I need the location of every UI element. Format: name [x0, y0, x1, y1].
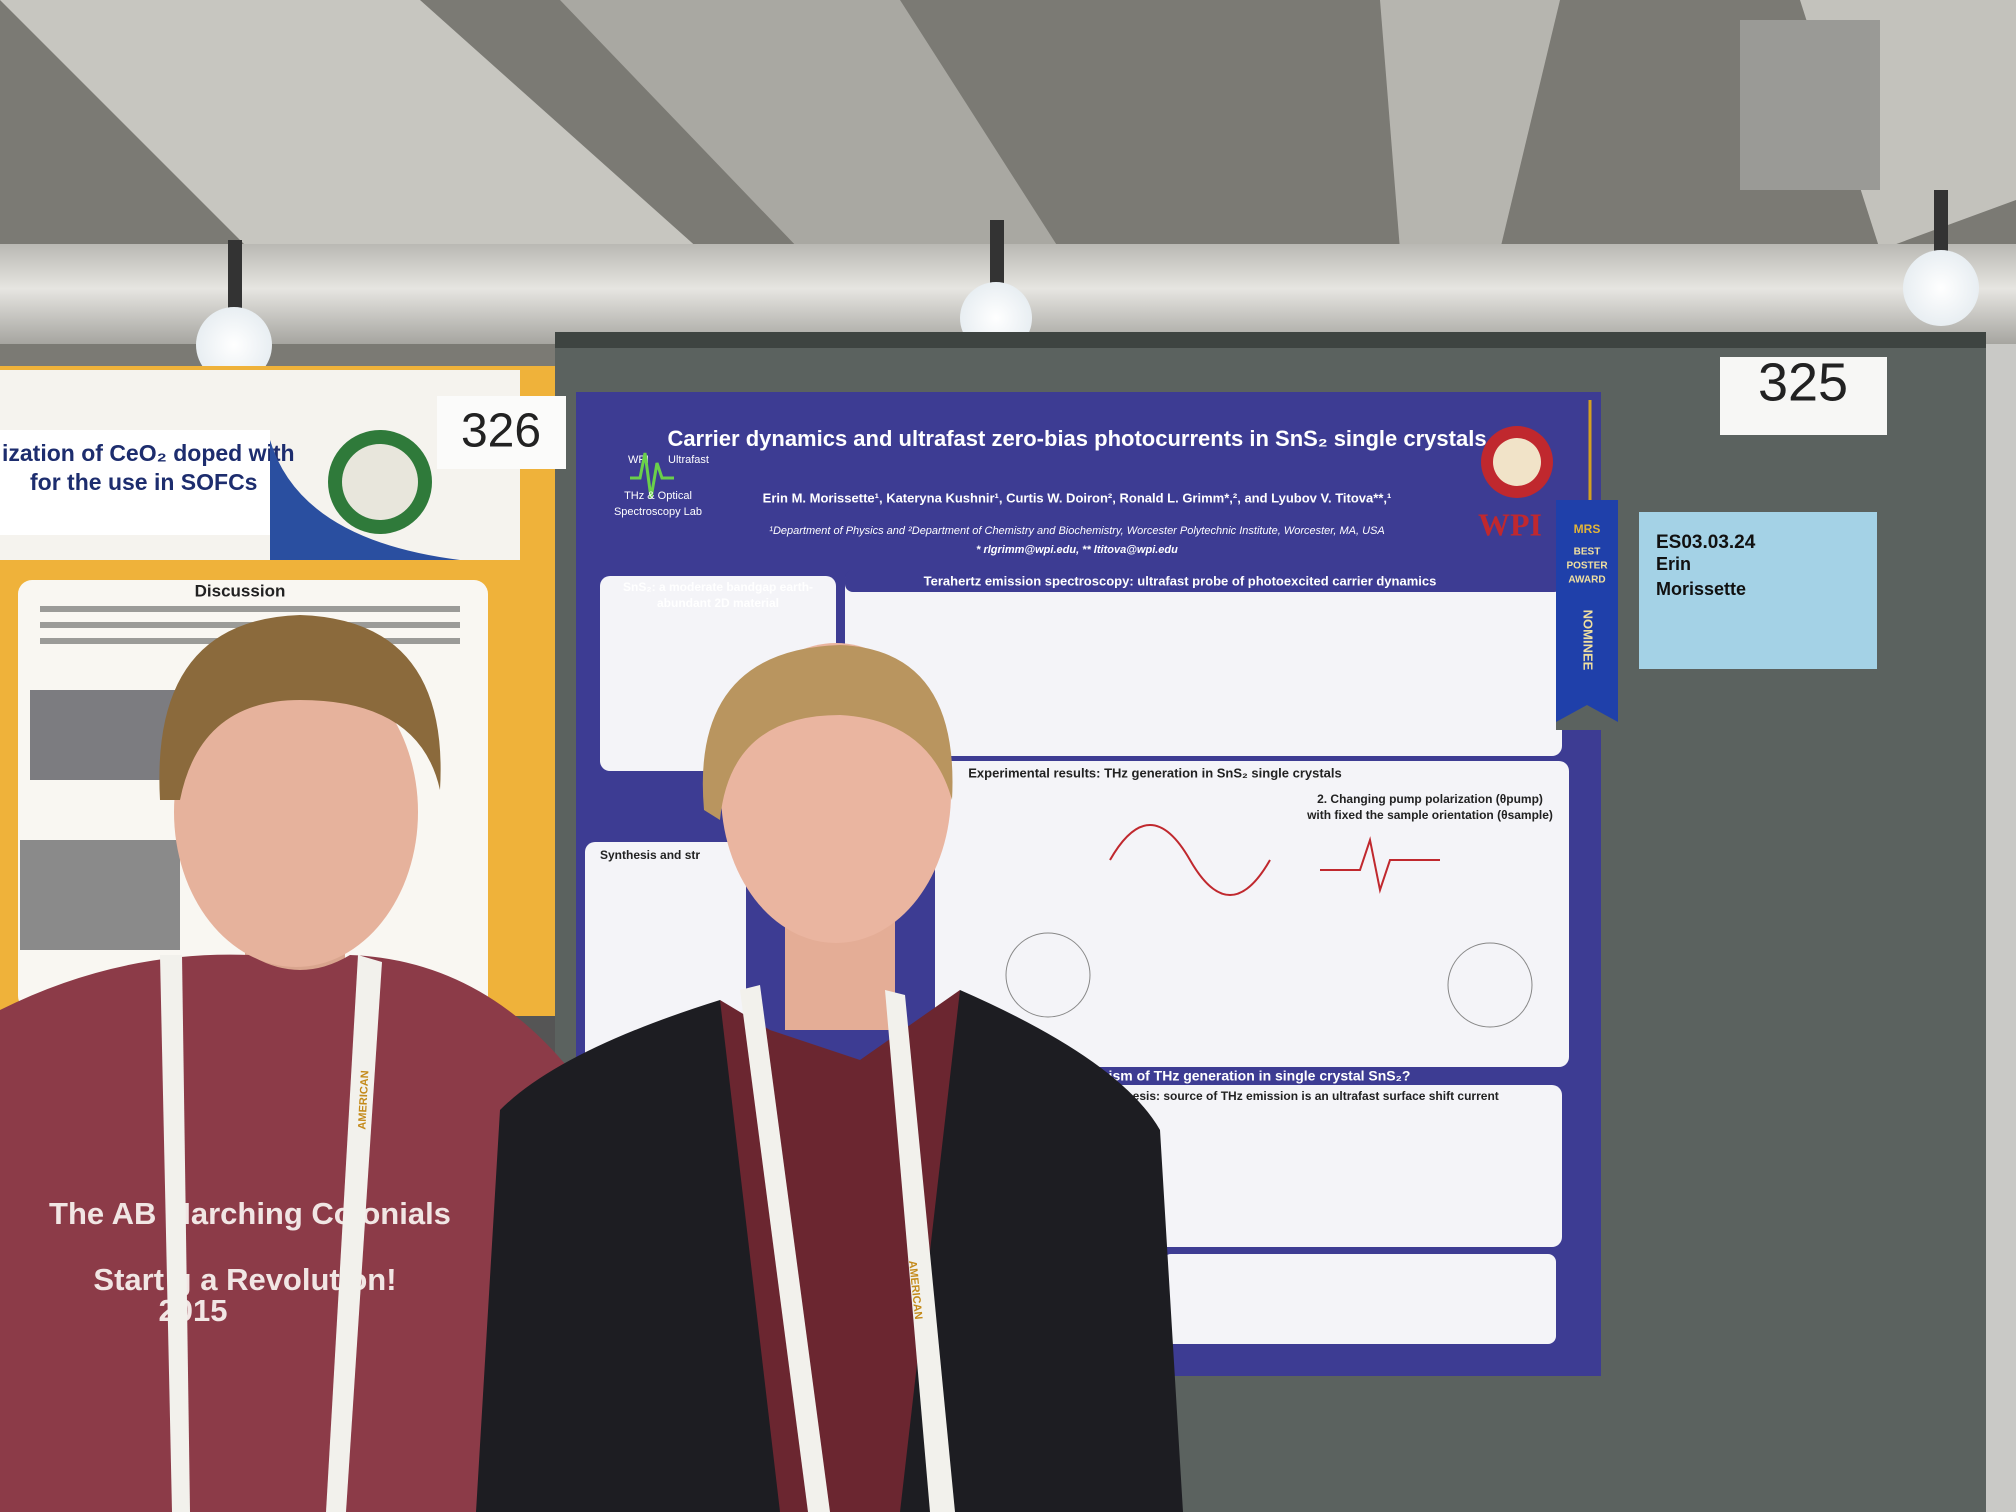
panel-heading: SnS₂: a moderate bandgap earth-	[623, 580, 813, 594]
left-title: ization of CeO₂ doped with	[2, 440, 295, 466]
hair	[702, 645, 953, 820]
name-card-text: Morissette	[1656, 579, 1746, 599]
wpi-wordmark: WPI	[1478, 506, 1542, 542]
left-title: for the use in SOFCs	[30, 469, 257, 495]
panel-heading: abundant 2D material	[657, 596, 779, 610]
light-bulb	[1903, 250, 1979, 326]
poster-affiliation: ¹Department of Physics and ²Department o…	[769, 525, 1384, 537]
award-ribbon	[1556, 500, 1618, 722]
board-frame	[555, 332, 1986, 348]
lanyard	[885, 990, 955, 1512]
lanyard-text: AMERICAN	[356, 1070, 371, 1130]
panel-heading: 2. Changing pump polarization (θpump)	[1317, 792, 1543, 806]
panel-heading: Terahertz emission spectroscopy: ultrafa…	[924, 573, 1437, 588]
references-panel	[1163, 1254, 1556, 1344]
name-card-text: Erin	[1656, 554, 1691, 574]
name-card	[1639, 512, 1877, 669]
logo-wave	[630, 452, 674, 499]
hvac-unit	[1740, 20, 1880, 190]
ribbon-text: POSTER	[1566, 561, 1608, 572]
logo-text: Spectroscopy Lab	[614, 506, 702, 518]
hair	[159, 615, 441, 800]
face	[174, 657, 418, 967]
left-section-heading: Discussion	[195, 581, 286, 600]
logo-text: THz & Optical	[624, 490, 692, 502]
left-title-box	[0, 430, 270, 535]
ribbon-text: AWARD	[1568, 575, 1605, 586]
text-line	[40, 606, 460, 612]
poster-panel	[845, 570, 1562, 756]
wpi-seal-inner	[1493, 438, 1541, 486]
poster-title: Carrier dynamics and ultrafast zero-bias…	[667, 426, 1486, 451]
number-card	[437, 396, 566, 469]
poster-number: 325	[1758, 352, 1848, 412]
lanyard	[326, 955, 382, 1512]
shirt	[0, 954, 600, 1512]
ceiling-beam	[0, 0, 700, 250]
ribbon-text: MRS	[1574, 522, 1601, 536]
panel-heading: Synthesis and str	[600, 848, 700, 862]
panel-heading: ypothesis: source of THz emission is an …	[1100, 1089, 1499, 1103]
polar-plot	[1005, 932, 1091, 1018]
lanyard	[740, 985, 830, 1512]
panel-heading: with fixed the sample orientation (θsamp…	[1306, 808, 1553, 822]
poster-panel	[935, 761, 1569, 1067]
number-card	[1720, 357, 1887, 435]
panel-heading: nism of THz generation in single crystal…	[1100, 1068, 1410, 1084]
name-card-text: ES03.03.24	[1656, 532, 1756, 553]
plot-trace	[1320, 836, 1440, 894]
ceiling-beam	[560, 0, 1060, 250]
sem-image	[20, 840, 180, 950]
ribbon-text: NOMINEE	[1581, 610, 1596, 671]
panel-header-band	[845, 570, 1562, 592]
background-wall	[1986, 344, 2016, 1512]
ceiling-beam	[1380, 0, 1560, 250]
logo-swoosh	[270, 440, 460, 560]
light-fixture	[1934, 190, 1948, 260]
university-seal-inner	[342, 444, 418, 520]
poster-emails: * rlgrimm@wpi.edu, ** ltitova@wpi.edu	[976, 544, 1178, 556]
poster-number: 326	[461, 405, 541, 458]
light-bulb	[196, 307, 272, 383]
ribbon-notch	[1556, 705, 1618, 730]
light-fixture	[990, 220, 1004, 290]
logo-text: Ultrafast	[668, 454, 709, 466]
polar-plot	[1447, 942, 1533, 1028]
plot-trace	[1109, 824, 1271, 896]
shirt-text: The AB Marching Co onials	[49, 1196, 451, 1231]
panel-heading: Experimental results: THz generation in …	[968, 765, 1342, 780]
light-fixture	[228, 240, 242, 310]
poster-authors: Erin M. Morissette¹, Kateryna Kushnir¹, …	[763, 490, 1392, 505]
lanyard	[160, 955, 190, 1512]
ribbon-text: BEST	[1574, 547, 1601, 558]
